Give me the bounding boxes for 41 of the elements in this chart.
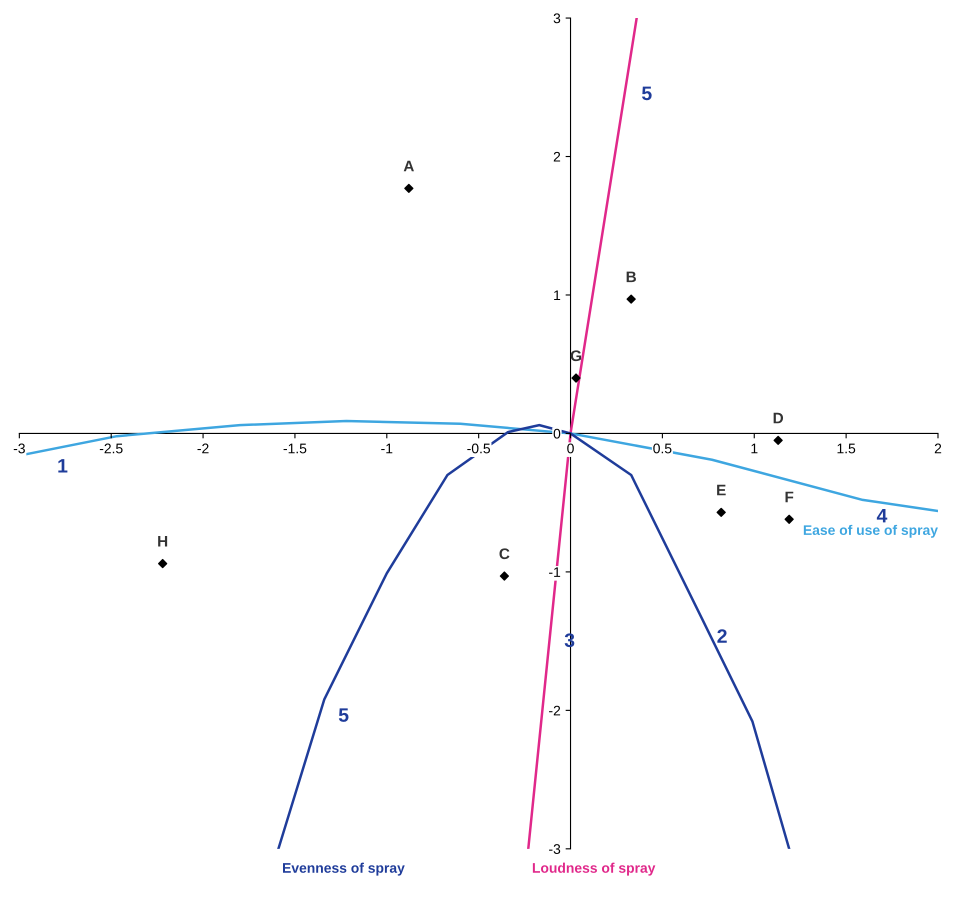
x-tick-label: -1 — [381, 444, 392, 454]
annotation: 1 — [58, 459, 68, 472]
point — [404, 184, 414, 193]
y-tick-label: 3 — [554, 13, 560, 24]
annotation: E — [717, 484, 726, 496]
y-tick-label: -1 — [549, 567, 560, 577]
y-tick-label: 1 — [554, 290, 560, 300]
annotation: 4 — [876, 508, 888, 522]
x-tick-label: -2 — [198, 444, 209, 454]
point — [774, 436, 783, 445]
annotation: 2 — [717, 629, 727, 643]
x-tick-label: 2 — [934, 444, 942, 454]
point — [571, 373, 581, 383]
y-tick-label: -2 — [549, 706, 560, 716]
point — [626, 294, 636, 304]
y-tick-label: 2 — [554, 152, 560, 162]
annotation: 5 — [642, 86, 652, 100]
point — [716, 508, 726, 517]
y-tick-label: 0 — [554, 428, 560, 439]
annotation: H — [158, 536, 168, 547]
annotation: 5 — [338, 708, 348, 722]
x-tick-label: -1.5 — [284, 444, 306, 454]
x-tick-label: -2.5 — [100, 444, 123, 454]
series-label: Loudness of spray — [532, 862, 656, 876]
annotation: F — [786, 492, 794, 502]
annotation: C — [500, 548, 510, 560]
point — [784, 514, 794, 524]
y-tick-label: -3 — [549, 844, 560, 854]
x-tick-label: 0 — [567, 444, 574, 454]
point — [500, 571, 510, 581]
x-tick-label: -0.5 — [467, 444, 490, 454]
annotation: D — [774, 412, 784, 424]
x-tick-label: 1 — [751, 444, 758, 454]
x-tick-label: -3 — [14, 444, 25, 454]
annotation: B — [626, 272, 636, 282]
x-tick-label: 0.5 — [653, 444, 672, 454]
x-tick-label: 1.5 — [838, 444, 856, 454]
series-label: Ease of use of spray — [804, 524, 938, 538]
series-label: Evenness of spray — [283, 862, 405, 876]
annotation: A — [404, 160, 414, 172]
point — [158, 558, 168, 568]
